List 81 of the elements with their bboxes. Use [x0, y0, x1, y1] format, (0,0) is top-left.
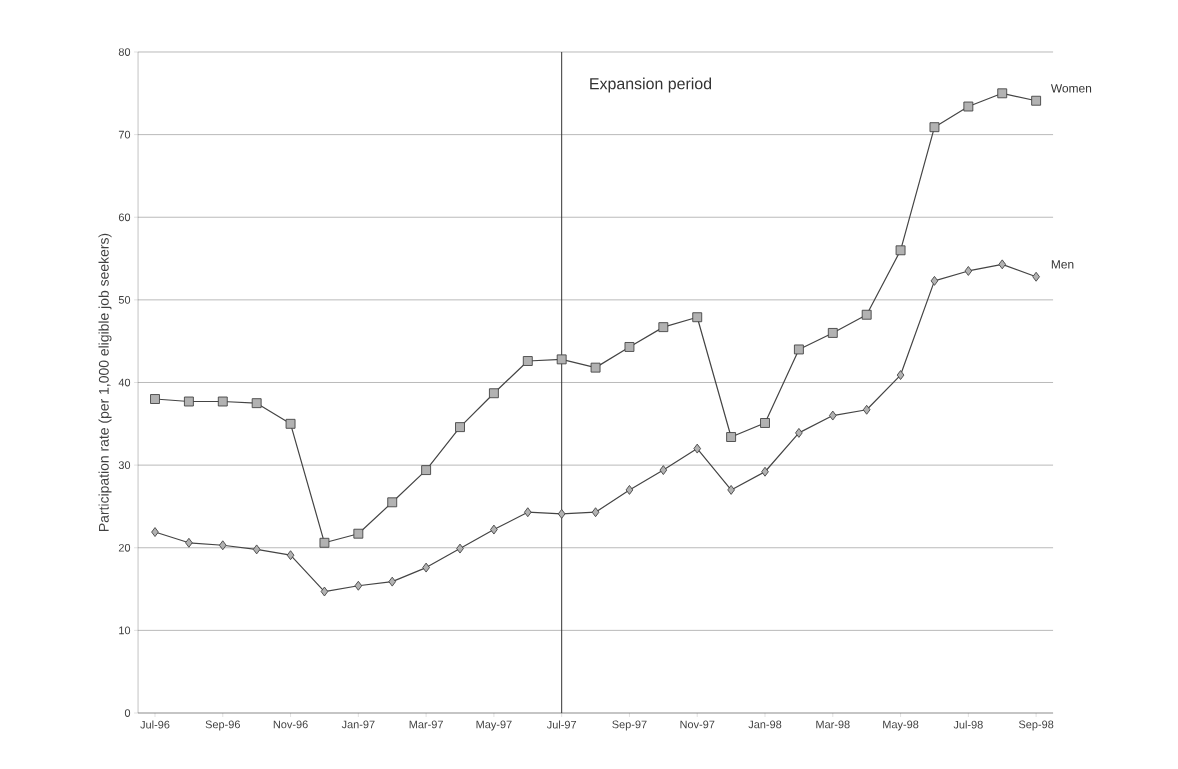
point	[522, 356, 533, 366]
point	[455, 422, 465, 433]
point	[692, 312, 703, 323]
annotation: Expansion period	[590, 77, 712, 93]
series-label: Women	[1050, 84, 1092, 93]
point	[1031, 95, 1042, 106]
point	[861, 309, 872, 320]
y-tick-label: 50	[118, 296, 131, 304]
point	[183, 396, 194, 407]
point	[421, 465, 432, 476]
point	[557, 508, 566, 519]
x-tick-label: Jan-97	[341, 720, 375, 729]
x-tick-label: Mar-98	[816, 720, 850, 729]
point	[760, 418, 770, 428]
point	[658, 322, 669, 333]
point	[997, 88, 1008, 99]
x-tick-label: Nov-96	[273, 720, 308, 729]
x-tick-label: Mar-97	[409, 720, 443, 729]
point	[624, 342, 635, 352]
point	[625, 484, 634, 495]
point	[488, 388, 499, 399]
point	[456, 543, 464, 554]
point	[1032, 271, 1040, 282]
point	[218, 540, 227, 551]
point	[151, 527, 159, 537]
point	[286, 550, 295, 561]
point	[828, 410, 837, 421]
point	[523, 507, 532, 518]
point	[761, 466, 769, 477]
y-tick-label: 20	[118, 543, 131, 552]
point	[590, 362, 601, 373]
point	[387, 497, 398, 508]
x-tick-label: Sep-98	[1018, 720, 1054, 731]
point	[319, 537, 330, 548]
point	[388, 576, 397, 587]
x-tick-label: Jul-98	[953, 720, 983, 729]
point	[353, 528, 364, 539]
point	[726, 432, 737, 442]
point	[998, 259, 1007, 270]
point	[320, 586, 329, 597]
series-label: Men	[1051, 260, 1074, 269]
point	[862, 404, 871, 415]
point	[556, 354, 567, 365]
x-tick-label: May-98	[883, 720, 919, 731]
y-tick-label: 0	[124, 709, 131, 717]
point	[591, 507, 600, 518]
point	[793, 344, 804, 355]
point	[693, 443, 702, 454]
point	[895, 245, 906, 256]
point	[659, 465, 668, 476]
point	[930, 275, 939, 286]
point	[963, 101, 974, 112]
y-axis-title: Participation rate (per 1,000 eligible job seekers)	[98, 233, 112, 531]
point	[827, 327, 838, 338]
x-tick-label: Sep-97	[612, 720, 647, 731]
y-tick-label: 30	[118, 461, 131, 469]
point	[217, 396, 228, 407]
point	[896, 370, 905, 380]
point	[422, 562, 430, 573]
point	[727, 484, 735, 495]
point	[252, 544, 261, 555]
y-tick-label: 70	[118, 130, 131, 139]
point	[150, 394, 160, 404]
point	[285, 418, 296, 429]
point	[490, 524, 498, 535]
x-tick-label: Sep-96	[205, 720, 240, 731]
y-tick-label: 80	[118, 48, 131, 56]
y-tick-label: 60	[118, 213, 131, 222]
point	[964, 266, 973, 276]
point	[354, 580, 363, 591]
x-tick-label: Jul-97	[546, 720, 577, 729]
x-tick-label: May-97	[476, 720, 512, 731]
y-tick-label: 40	[118, 378, 131, 387]
x-tick-label: Jan-98	[748, 720, 782, 729]
y-tick-label: 10	[119, 626, 131, 635]
point	[251, 398, 262, 409]
point	[929, 122, 940, 133]
x-tick-label: Jul-96	[140, 720, 170, 729]
point	[185, 537, 193, 548]
point	[795, 427, 803, 438]
x-tick-label: Nov-97	[680, 720, 715, 729]
